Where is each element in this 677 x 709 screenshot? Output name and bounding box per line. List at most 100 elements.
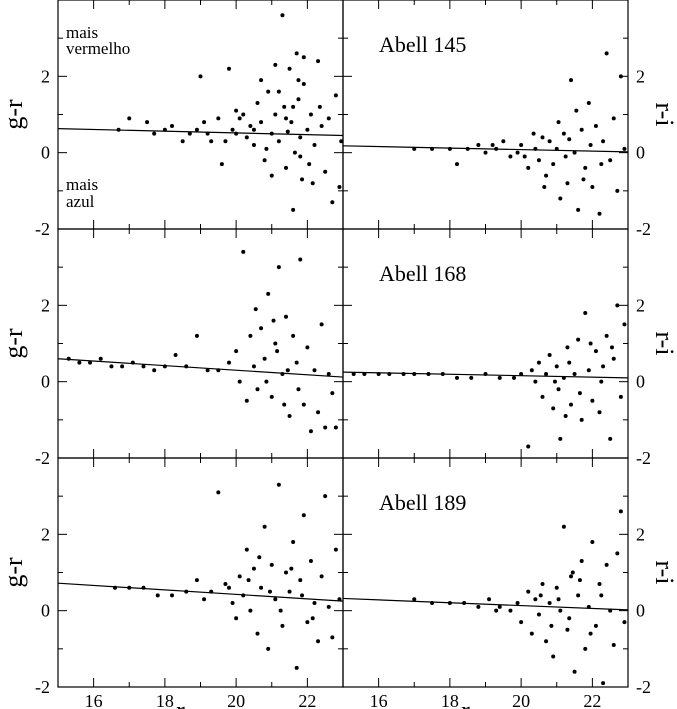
data-point bbox=[285, 129, 290, 134]
data-point bbox=[556, 387, 561, 392]
x-tick-label: 20 bbox=[512, 691, 530, 709]
y-tick-label: -2 bbox=[636, 448, 651, 468]
data-point bbox=[230, 127, 235, 132]
data-point bbox=[519, 143, 524, 148]
data-point bbox=[447, 146, 452, 151]
data-point bbox=[572, 669, 577, 674]
data-point bbox=[209, 139, 214, 144]
data-point bbox=[351, 372, 356, 377]
data-point bbox=[234, 616, 239, 621]
data-point bbox=[237, 574, 242, 579]
data-point bbox=[597, 581, 602, 586]
data-point bbox=[282, 104, 287, 109]
data-point bbox=[558, 608, 563, 613]
data-point bbox=[109, 364, 114, 369]
data-point bbox=[561, 375, 566, 380]
data-point bbox=[604, 562, 609, 567]
data-point bbox=[615, 551, 620, 556]
data-point bbox=[269, 562, 274, 567]
data-point bbox=[276, 139, 281, 144]
data-point bbox=[284, 314, 288, 319]
data-point bbox=[579, 127, 584, 132]
data-point bbox=[465, 146, 470, 151]
fit-line bbox=[58, 582, 343, 602]
data-point bbox=[469, 375, 474, 380]
data-point bbox=[230, 601, 235, 606]
data-point bbox=[278, 608, 283, 613]
data-point bbox=[248, 123, 253, 128]
data-point bbox=[241, 593, 246, 598]
data-point bbox=[77, 360, 82, 365]
data-point bbox=[273, 597, 278, 602]
data-point bbox=[255, 101, 260, 106]
data-point bbox=[476, 143, 481, 148]
data-point bbox=[494, 146, 499, 151]
data-point bbox=[202, 120, 207, 125]
data-point bbox=[227, 360, 231, 365]
data-point bbox=[447, 601, 452, 606]
data-point bbox=[262, 158, 267, 163]
data-point bbox=[66, 356, 71, 361]
data-point bbox=[412, 146, 417, 151]
data-point bbox=[508, 154, 513, 159]
data-point bbox=[289, 120, 294, 125]
y-tick-label: -2 bbox=[636, 219, 651, 239]
data-point bbox=[529, 368, 534, 373]
data-point bbox=[611, 643, 616, 648]
data-point bbox=[622, 146, 627, 151]
data-point bbox=[255, 387, 260, 392]
data-point bbox=[552, 379, 557, 384]
data-point bbox=[289, 566, 294, 571]
data-point bbox=[556, 120, 561, 125]
data-point bbox=[526, 165, 531, 170]
data-point bbox=[490, 143, 495, 148]
panel-frame bbox=[57, 457, 344, 688]
data-point bbox=[581, 177, 586, 182]
y-axis-label: r-i bbox=[650, 102, 677, 126]
data-point bbox=[487, 597, 492, 602]
data-point bbox=[287, 589, 292, 594]
data-point bbox=[298, 257, 303, 262]
data-point bbox=[241, 112, 246, 117]
data-point bbox=[264, 379, 269, 384]
data-point bbox=[583, 165, 588, 170]
panel-bottom-right: -2 0 2 16 18 20 22 r r-i Abell 189 bbox=[342, 457, 677, 709]
data-point bbox=[412, 372, 417, 377]
y-tick-label: 2 bbox=[636, 524, 645, 544]
x-axis-label: r bbox=[461, 696, 470, 709]
data-point bbox=[430, 601, 435, 606]
data-point bbox=[576, 593, 581, 598]
y-tick-label: 0 bbox=[636, 372, 645, 392]
data-point bbox=[387, 372, 392, 377]
data-point bbox=[269, 131, 274, 136]
data-point bbox=[483, 372, 488, 377]
y-tick-label: 0 bbox=[636, 143, 645, 163]
data-point bbox=[152, 131, 157, 136]
data-point bbox=[120, 364, 125, 369]
data-point bbox=[244, 547, 249, 552]
y-tick-label: 2 bbox=[636, 66, 645, 86]
data-point bbox=[141, 364, 146, 369]
data-point bbox=[376, 372, 381, 377]
data-point bbox=[576, 207, 581, 212]
data-point bbox=[198, 74, 203, 79]
data-point bbox=[216, 490, 221, 495]
panel-title: Abell 168 bbox=[379, 261, 466, 286]
data-point bbox=[266, 291, 271, 296]
data-point bbox=[586, 101, 591, 106]
data-point bbox=[251, 364, 256, 369]
data-point bbox=[401, 372, 406, 377]
data-point bbox=[567, 616, 572, 621]
data-point bbox=[234, 349, 239, 354]
data-point bbox=[599, 379, 604, 384]
data-point bbox=[248, 333, 253, 338]
data-point bbox=[259, 585, 264, 590]
data-point bbox=[113, 585, 117, 590]
data-point bbox=[194, 578, 199, 583]
data-point bbox=[599, 593, 604, 598]
data-point bbox=[301, 402, 306, 407]
data-point bbox=[590, 185, 595, 190]
data-point bbox=[604, 333, 609, 338]
data-point bbox=[333, 93, 338, 98]
